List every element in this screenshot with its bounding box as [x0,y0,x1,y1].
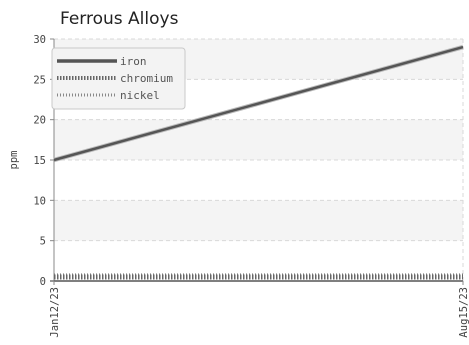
series-line-iron [53,45,464,162]
legend-box [51,47,186,110]
y-tick-label: 10 [33,195,46,207]
grid-lines [54,38,464,281]
y-tick-label: 20 [33,115,46,127]
x-tick-label: Jan12/23 [49,287,61,338]
legend-label-iron: iron [120,55,147,68]
y-tick-label: 25 [33,74,46,86]
y-tick-label: 5 [40,236,46,248]
plot-bands [54,39,463,241]
series-layer [53,44,464,280]
y-tick-label: 0 [40,276,46,288]
chart-title: Ferrous Alloys [60,9,179,29]
x-tick-label: Aug15/23 [458,287,469,338]
x-ticks: Jan12/23 Aug15/23 [49,281,469,338]
y-ticks: 0 5 10 15 20 25 30 [33,34,54,288]
legend: iron chromium nickel [51,47,186,110]
y-axis-label: ppm [8,151,20,170]
y-tick-label: 15 [33,155,46,167]
legend-label-chromium: chromium [120,72,173,85]
legend-label-nickel: nickel [120,89,160,102]
y-tick-label: 30 [33,34,46,46]
grid-band [54,119,463,160]
grid-band [54,200,463,241]
